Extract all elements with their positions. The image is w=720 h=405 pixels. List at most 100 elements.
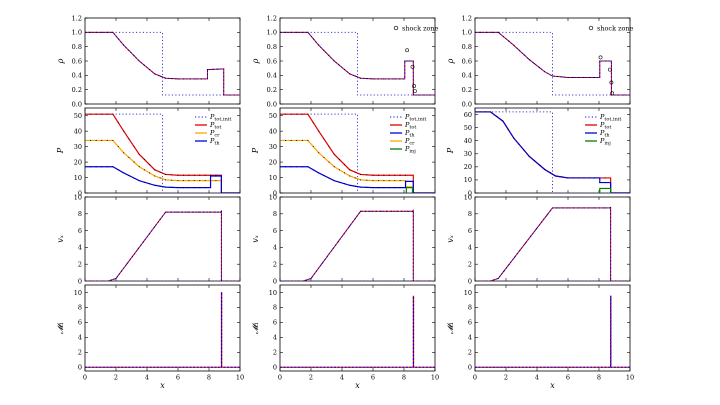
sample-dot	[296, 280, 298, 281]
legend-label: Pinj	[599, 137, 611, 147]
sample-dot	[307, 166, 309, 168]
sample-dot	[165, 186, 167, 188]
sample-dot	[394, 174, 396, 176]
y-tick-label: 10	[269, 174, 277, 182]
sample-dot	[117, 146, 119, 148]
sample-dot	[412, 280, 414, 281]
sample-dot	[338, 169, 340, 171]
sample-dot	[154, 226, 156, 228]
panel-3-M1: 0 2 4 6 8 10 0 2 4 6 8 10 x 𝓜₁	[446, 284, 634, 390]
sample-dot	[85, 31, 86, 33]
legend-label: Pcr	[209, 129, 220, 139]
sample-dot	[523, 54, 525, 56]
series-vx-overlay	[475, 206, 630, 281]
legend-label: Pth	[599, 129, 610, 139]
sample-dot	[588, 177, 590, 179]
sample-dot	[333, 166, 335, 168]
sample-dot	[349, 225, 351, 227]
sample-dot	[338, 240, 340, 242]
y-tick-label: 50	[269, 112, 277, 120]
sample-dot	[117, 169, 119, 171]
sample-dot	[528, 59, 530, 61]
sample-dot	[411, 210, 414, 212]
sample-dot	[539, 164, 541, 166]
y-axis-label: 𝓜₁	[446, 322, 455, 334]
shock-zone-marker	[405, 48, 410, 53]
sample-dot	[377, 174, 379, 176]
x-axis-label: x	[160, 381, 165, 390]
plot-area	[280, 209, 435, 281]
sample-dot	[154, 73, 156, 75]
sample-dot	[491, 31, 493, 33]
sample-dot	[128, 49, 130, 52]
y-tick-label: 8	[78, 304, 82, 312]
sample-dot	[138, 166, 140, 168]
y-tick-label: 10	[74, 289, 82, 297]
sample-dot	[393, 78, 395, 80]
y-tick-label: 0	[78, 364, 82, 372]
sample-dot	[95, 31, 97, 33]
sample-dot	[201, 78, 203, 80]
y-tick-label: 10	[269, 289, 277, 297]
sample-dot	[318, 130, 320, 132]
sample-dot	[354, 171, 356, 173]
sample-dot	[354, 177, 356, 179]
sample-dot	[176, 211, 178, 213]
sample-dot	[85, 280, 86, 281]
sample-dot	[593, 207, 595, 209]
y-tick-label: 2	[78, 349, 82, 357]
series-M1-overlay	[475, 295, 630, 368]
x-tick-label: 2	[504, 374, 508, 382]
y-tick-label: 6	[78, 319, 82, 327]
y-tick-label: 0	[273, 277, 277, 285]
sample-dot	[182, 187, 184, 189]
plot-area	[85, 291, 240, 368]
sample-dot	[199, 187, 201, 189]
sample-dot	[518, 143, 520, 145]
legend-label: Ptot	[209, 121, 221, 131]
sample-dot	[285, 166, 287, 168]
sample-dot	[296, 31, 298, 33]
sample-dot	[588, 76, 590, 79]
sample-dot	[323, 49, 325, 52]
y-tick-label: 0.8	[72, 43, 82, 51]
series-vx	[280, 209, 435, 281]
sample-dot	[360, 179, 362, 181]
plot-area	[85, 113, 240, 193]
sample-dot	[544, 168, 546, 171]
sample-dot	[85, 113, 86, 115]
sample-dot	[508, 40, 510, 42]
sample-dot	[406, 210, 408, 212]
sample-dot	[154, 184, 156, 186]
sample-dot	[475, 31, 476, 33]
sample-dot	[549, 172, 551, 174]
sample-dot	[360, 186, 362, 188]
sample-dot	[96, 280, 98, 281]
y-axis-label: vₓ	[251, 235, 260, 243]
y-tick-label: 0.0	[462, 100, 472, 108]
y-tick-label: 1.0	[462, 29, 472, 37]
panel-2-rho: 0.0 0.2 0.4 0.6 0.8 1.0 1.2 ρ shock zone	[251, 14, 439, 108]
legend-label: shock zone	[402, 24, 439, 32]
sample-dot	[489, 111, 492, 113]
sample-dot	[280, 31, 281, 33]
shock-zone-marker	[609, 80, 614, 85]
sample-dot	[192, 211, 194, 213]
sample-dot	[171, 179, 173, 181]
sample-dot	[193, 174, 195, 176]
sample-dot	[323, 156, 325, 159]
sample-dot	[578, 76, 580, 79]
sample-dot	[349, 73, 351, 75]
sample-dot	[280, 166, 281, 168]
legend-label: Ptot,init	[209, 113, 231, 123]
sample-dot	[315, 270, 318, 272]
sample-dot	[285, 113, 287, 115]
legend-label: shock zone	[597, 24, 634, 32]
sample-dot	[423, 94, 425, 96]
sample-dot	[338, 64, 340, 66]
sample-dot	[177, 78, 179, 80]
sample-dot	[312, 146, 314, 148]
plot-area	[85, 31, 240, 96]
x-tick-label: 2	[114, 374, 118, 382]
sample-dot	[530, 235, 532, 237]
